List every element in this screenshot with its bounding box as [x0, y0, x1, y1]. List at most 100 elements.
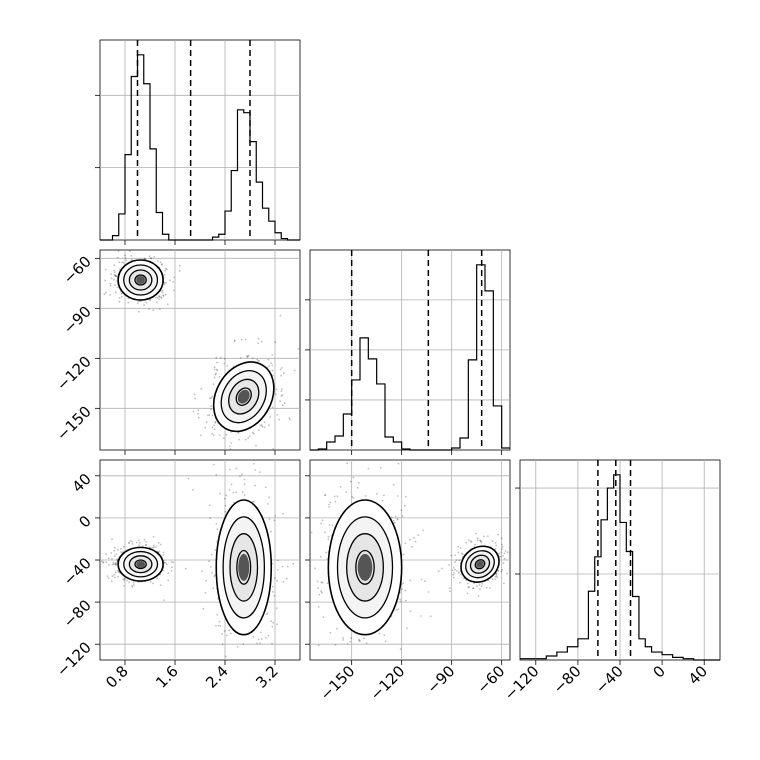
- sample-point: [202, 607, 205, 610]
- sample-point: [460, 573, 462, 576]
- sample-point: [217, 624, 220, 627]
- sample-point: [148, 308, 151, 310]
- sample-point: [218, 376, 221, 378]
- sample-point: [143, 257, 146, 260]
- sample-point: [320, 522, 322, 525]
- sample-point: [114, 563, 116, 565]
- sample-point: [342, 639, 344, 641]
- sample-point: [238, 664, 240, 666]
- sample-point: [336, 627, 338, 630]
- sample-point: [159, 308, 161, 310]
- y-tick-label: −150: [53, 402, 95, 444]
- sample-point: [477, 595, 480, 597]
- sample-point: [379, 667, 381, 669]
- sample-point: [336, 495, 339, 498]
- sample-point: [483, 535, 485, 538]
- sample-point: [179, 264, 181, 267]
- sample-point: [197, 409, 200, 412]
- sample-point: [252, 454, 254, 456]
- sample-point: [402, 553, 405, 556]
- sample-point: [243, 483, 246, 486]
- sample-point: [274, 341, 277, 344]
- sample-point: [320, 590, 322, 593]
- sample-point: [506, 551, 509, 554]
- sample-point: [114, 562, 117, 564]
- sample-point: [216, 361, 219, 364]
- sample-point: [449, 590, 451, 593]
- sample-point: [120, 292, 123, 295]
- x-tick-label: 40: [685, 662, 711, 688]
- sample-point: [110, 277, 113, 280]
- sample-point: [237, 432, 240, 434]
- sample-point: [263, 426, 266, 429]
- sample-point: [473, 582, 475, 585]
- sample-point: [470, 541, 473, 543]
- sample-point: [213, 368, 216, 371]
- density-contour: [128, 269, 153, 291]
- sample-point: [395, 609, 398, 611]
- sample-point: [453, 572, 455, 574]
- panel-content: [310, 455, 512, 669]
- sample-point: [211, 414, 214, 417]
- sample-point: [232, 491, 235, 494]
- sample-point: [163, 273, 166, 276]
- sample-point: [224, 655, 227, 658]
- sample-point: [281, 394, 284, 397]
- sample-point: [494, 542, 497, 544]
- sample-point: [197, 416, 200, 419]
- density-contour: [212, 361, 275, 433]
- density-core: [238, 553, 250, 581]
- sample-point: [282, 512, 284, 515]
- sample-point: [104, 279, 107, 282]
- sample-point: [239, 356, 242, 359]
- sample-point: [494, 575, 497, 578]
- sample-point: [357, 481, 360, 484]
- sample-point: [328, 506, 330, 508]
- density-contour: [229, 533, 259, 602]
- sample-point: [253, 462, 255, 465]
- sample-point: [429, 615, 432, 618]
- sample-point: [454, 554, 456, 556]
- sample-point: [346, 643, 349, 645]
- scatter-panel-p0-p1: −150 −120 −90 −60: [53, 249, 301, 456]
- sample-point: [210, 408, 213, 411]
- density-contour: [123, 264, 159, 296]
- sample-point: [510, 579, 512, 581]
- sample-point: [114, 571, 117, 574]
- x-tick-label: 2.4: [202, 662, 232, 692]
- sample-point: [270, 530, 272, 533]
- sample-point: [208, 560, 210, 563]
- sample-point: [170, 560, 173, 563]
- sample-point: [164, 267, 167, 270]
- sample-point: [270, 362, 273, 364]
- sample-point: [131, 540, 134, 543]
- sample-point: [236, 646, 239, 648]
- panel-frame: [99, 39, 301, 241]
- sample-point: [349, 455, 351, 457]
- sample-point: [461, 553, 464, 556]
- sample-point: [293, 369, 296, 372]
- sample-point: [152, 309, 155, 312]
- sample-point: [501, 568, 504, 571]
- sample-point: [156, 301, 158, 304]
- sample-point: [161, 289, 164, 292]
- sample-point: [152, 535, 155, 538]
- sample-point: [399, 598, 401, 601]
- sample-point: [329, 501, 332, 504]
- sample-point: [209, 566, 212, 568]
- sample-point: [223, 362, 226, 365]
- sample-point: [317, 605, 320, 608]
- sample-point: [127, 542, 130, 545]
- sample-point: [211, 426, 214, 429]
- density-contour: [220, 370, 267, 424]
- sample-point: [131, 586, 134, 588]
- density-core: [357, 553, 373, 581]
- sample-point: [167, 579, 170, 582]
- sample-point: [254, 484, 256, 487]
- sample-point: [158, 295, 161, 298]
- density-contour: [469, 554, 491, 574]
- sample-point: [383, 634, 386, 637]
- sample-point: [456, 570, 458, 572]
- sample-point: [184, 567, 187, 570]
- sample-point: [253, 433, 255, 435]
